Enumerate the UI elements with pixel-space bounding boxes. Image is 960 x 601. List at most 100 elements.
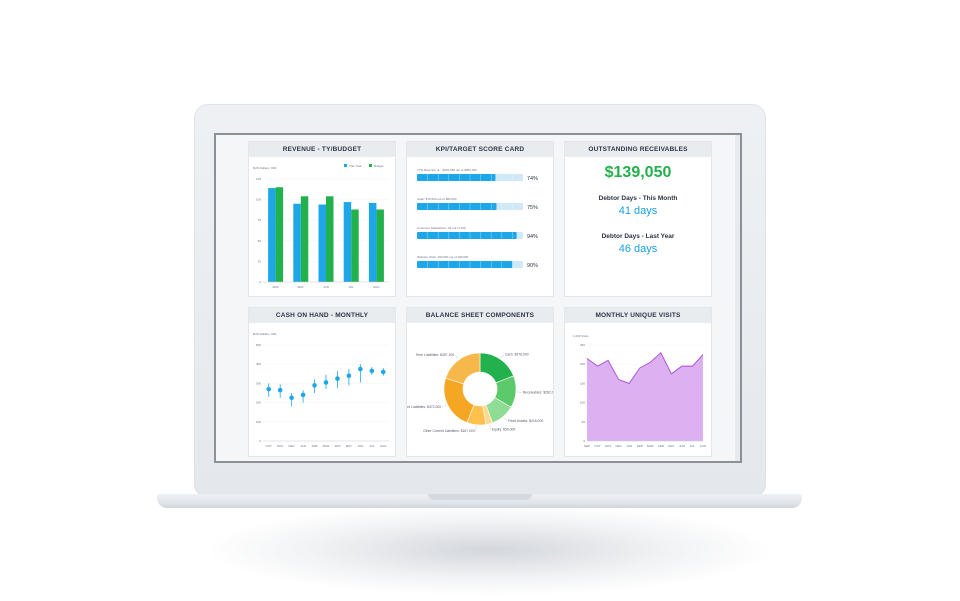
cash-point [323,380,329,385]
x-tick-label: JUN [357,444,363,448]
revenue-ylabel: $US Dollars, '000 [253,166,277,170]
y-tick-label: 50 [258,239,262,243]
donut-leader-line [442,404,447,408]
visits-title: MONTHLY UNIQUE VISITS [565,308,711,323]
kpi-bar-fill [417,232,517,239]
kpi-item-value: 94% [527,234,538,240]
donut-label: Fixed Assets: $216,000 [508,419,543,423]
screen-scrollbar[interactable] [735,135,740,461]
donut-leader-line [503,417,508,422]
cash-chart[interactable]: $US Dollars, '000 0 100 200 300 400 500 OCT NOV D… [249,323,395,456]
visits-area [587,352,703,441]
balance-title: BALANCE SHEET COMPONENTS [407,308,553,323]
laptop-shadow [210,505,770,595]
y-tick-label: 125 [256,177,261,181]
revenue-bar [326,196,334,282]
debtor-days-lastyear-label: Debtor Days - Last Year [601,233,675,240]
y-tick-label: 150 [580,381,585,385]
donut-leader-line [489,424,491,430]
laptop-notch [428,494,532,500]
x-tick-label: JUN [323,285,329,289]
cash-point [358,366,363,372]
x-tick-label: NOV [277,444,284,448]
debtor-days-lastyear-value: 46 days [618,243,658,255]
donut-leader-line [455,355,459,360]
balance-panel: BALANCE SHEET COMPONENTS Cash: $376,000 R… [406,307,554,457]
y-tick-label: 0 [259,280,261,284]
revenue-bar [318,204,326,282]
visits-ylabel: 1,000 Visits [573,334,589,338]
x-tick-label: MAR [647,444,655,448]
legend-swatch-this-year [344,164,347,167]
cash-point [266,386,272,392]
kpi-item-value: 74% [527,176,538,182]
revenue-bar [376,209,384,282]
donut-leader-line [500,354,504,359]
x-tick-label: DEC [615,444,622,448]
revenue-panel: REVENUE - TY/BUDGET $US Dollars, '000 Thi… [248,141,396,297]
revenue-bar [351,209,359,282]
donut-leader-line [475,425,477,431]
x-tick-label: AUG [380,444,387,448]
x-tick-label: MAY [298,285,304,289]
y-tick-label: 50 [582,420,586,424]
revenue-bar [275,187,284,282]
x-tick-label: FEB [637,444,643,448]
cash-point [380,369,386,375]
cash-ylabel: $US Dollars, '000 [253,332,277,336]
x-tick-label: NOV [605,444,612,448]
donut-slice [445,352,481,385]
balance-donut-chart[interactable]: Cash: $376,000 Receivables: $282,000 Fixed… [407,323,553,456]
y-tick-label: 0 [583,439,585,443]
x-tick-label: MAY [346,444,352,448]
receivables-amount: $139,050 [604,164,672,181]
donut-slice [443,377,475,423]
visits-chart[interactable]: 1,000 Visits 0 50 100 150 200 250 SEP OCT NOV DEC J… [565,323,711,456]
kpi-panel: KPI/TARGET SCORE CARD YTD Revenue: $... … [406,141,554,297]
x-tick-label: SEP [584,444,590,448]
y-tick-label: 100 [256,198,261,202]
y-tick-label: 250 [580,343,585,347]
revenue-bar [343,202,352,282]
legend-swatch-budget [369,164,372,167]
cash-point [312,383,317,388]
cash-point [277,387,283,393]
x-tick-label: JAN [300,444,306,448]
x-tick-label: JUL [349,285,355,289]
cash-point [346,373,352,379]
x-tick-label: OCT [594,444,601,448]
x-tick-label: JUL [369,444,375,448]
y-tick-label: 25 [258,259,262,263]
x-tick-label: APR [334,444,341,448]
cash-point [289,395,294,401]
kpi-item-label: Website Visits: 160,000 out of 180,000 [417,255,469,259]
kpi-bar-fill [417,174,496,181]
legend-label-budget: Budget [374,164,384,168]
debtor-days-month-value: 41 days [618,205,658,217]
revenue-bar [368,202,377,282]
kpi-item-value: 75% [527,205,538,211]
laptop-base [157,494,802,508]
donut-label: Current Liabilities: $472,000 [407,405,441,409]
donut-label: Term Liabilities: $397,100 [416,353,455,357]
kpi-item-label: YTD Revenue: $... $325,950 out of $350,0… [417,168,477,172]
x-tick-label: FEB [312,444,318,448]
cash-panel: CASH ON HAND - MONTHLY $US Dollars, '000… [248,307,396,457]
x-tick-label: APR [273,285,280,289]
x-tick-label: APR [658,444,665,448]
laptop-screen: REVENUE - TY/BUDGET $US Dollars, '000 Thi… [214,133,742,463]
y-tick-label: 100 [580,401,585,405]
kpi-item-value: 90% [527,263,538,269]
revenue-chart[interactable]: $US Dollars, '000 This Year Budget 0 25 50 75 1… [249,157,395,296]
cash-title: CASH ON HAND - MONTHLY [249,308,395,323]
x-tick-label: DEC [288,444,295,448]
kpi-title: KPI/TARGET SCORE CARD [407,142,553,157]
y-tick-label: 75 [258,218,262,222]
visits-panel: MONTHLY UNIQUE VISITS 1,000 Visits 0 50 100… [564,307,712,457]
dashboard: REVENUE - TY/BUDGET $US Dollars, '000 Thi… [216,135,740,461]
y-tick-label: 100 [256,420,261,424]
y-tick-label: 200 [580,362,585,366]
x-tick-label: JUL [690,444,696,448]
donut-label: Cash: $376,000 [505,352,529,356]
x-tick-label: AUG [700,444,707,448]
